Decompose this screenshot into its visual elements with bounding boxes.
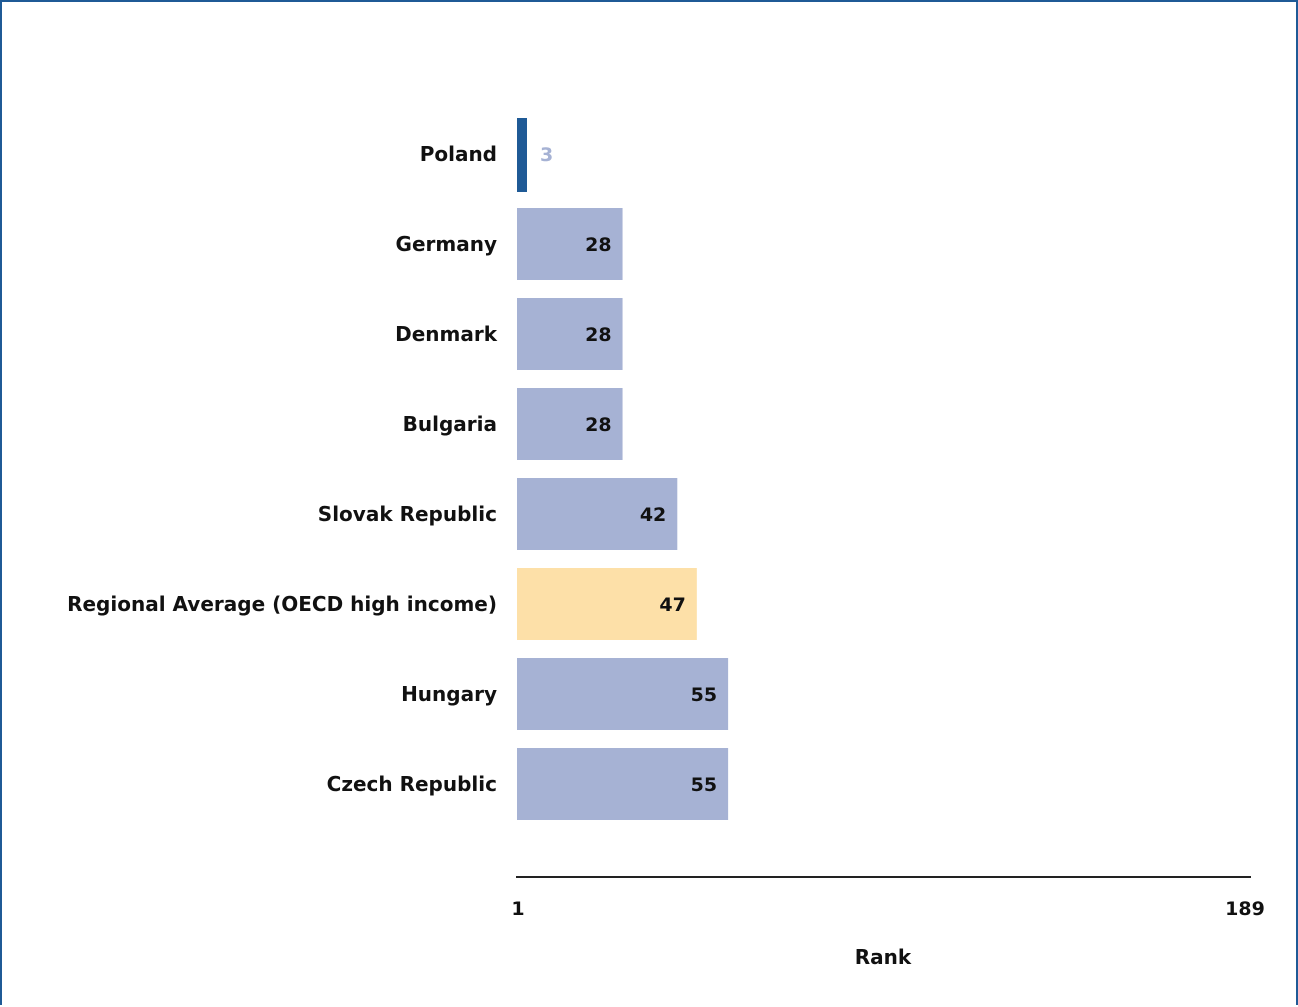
x-axis-title: Rank [855, 945, 912, 969]
value-label-denmark: 28 [585, 324, 611, 346]
value-label-bulgaria: 28 [585, 414, 611, 436]
bar-germany [517, 208, 623, 280]
value-label-hungary: 55 [691, 684, 717, 706]
bar-slovak-republic [517, 478, 678, 550]
category-label-denmark: Denmark [395, 322, 498, 346]
category-label-regional-average-oecd-high-income: Regional Average (OECD high income) [67, 592, 497, 616]
category-label-slovak-republic: Slovak Republic [318, 502, 497, 526]
value-label-regional-average-oecd-high-income: 47 [659, 594, 685, 616]
bar-poland [517, 118, 527, 192]
category-label-poland: Poland [420, 142, 497, 166]
value-label-germany: 28 [585, 234, 611, 256]
x-tick-label-max: 189 [1225, 898, 1265, 920]
bars-layer: Poland 3 Germany 28 Denmark 28 Bulgaria 28 Slova… [67, 118, 729, 820]
bar-hungary [517, 658, 729, 730]
bar-denmark [517, 298, 623, 370]
x-tick-label-min: 1 [511, 898, 524, 920]
category-label-hungary: Hungary [401, 682, 497, 706]
bar-czech-republic [517, 748, 729, 820]
bar-bulgaria [517, 388, 623, 460]
category-label-czech-republic: Czech Republic [327, 772, 497, 796]
category-label-bulgaria: Bulgaria [403, 412, 497, 436]
category-label-germany: Germany [396, 232, 497, 256]
value-label-slovak-republic: 42 [640, 504, 666, 526]
value-label-czech-republic: 55 [691, 774, 717, 796]
bar-regional-average-oecd-high-income [517, 568, 697, 640]
value-label-poland: 3 [540, 144, 553, 166]
